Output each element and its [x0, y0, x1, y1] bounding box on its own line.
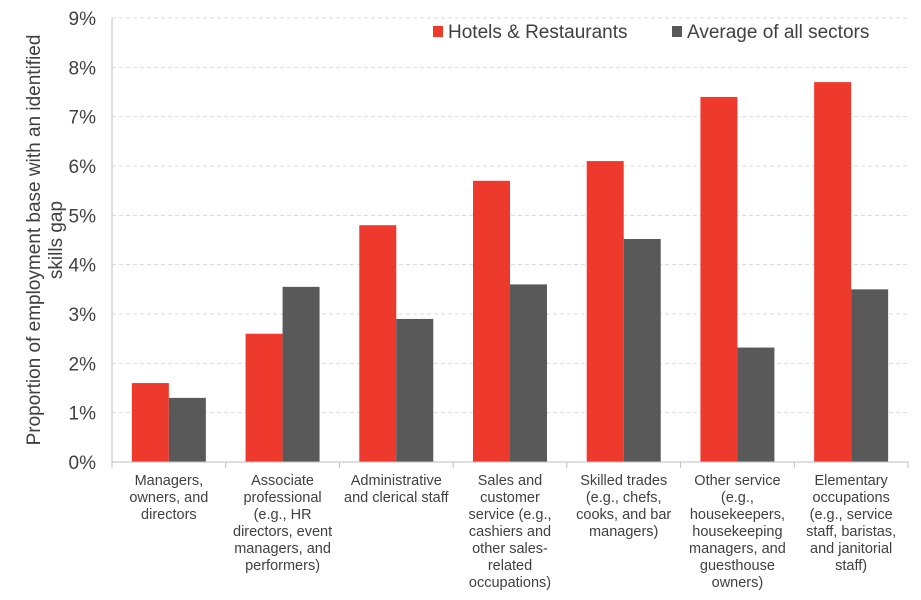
y-tick-label: 6% [69, 157, 97, 178]
x-category-label-line: (e.g., [721, 490, 754, 506]
x-category-label-line: Managers, [135, 473, 204, 489]
y-tick-label: 0% [69, 453, 97, 474]
bar-average-all-sectors [737, 347, 775, 462]
y-tick-label: 1% [69, 404, 97, 425]
y-axis-title-line: Proportion of employment base with an id… [24, 35, 45, 446]
y-tick-label: 4% [69, 256, 97, 277]
x-category-label: Sales and customer service (e.g., cashiers … [469, 473, 552, 591]
x-category-label: Skilled trades (e.g., chefs, cooks, and ba… [576, 473, 671, 540]
x-category-label-line: owners, and [129, 490, 208, 506]
bar-average-all-sectors [168, 397, 206, 462]
legend-swatch-average-all-sectors [672, 26, 682, 37]
x-category-label-line: guesthouse [700, 558, 775, 574]
x-category-label-line: housekeeping [692, 524, 782, 540]
x-category-label-line: managers, and [689, 541, 786, 557]
x-category-label-line: directors, event [233, 524, 332, 540]
x-category-label-line: managers) [589, 524, 658, 540]
bar-average-all-sectors [851, 289, 889, 462]
y-tick-label: 8% [69, 58, 97, 79]
y-tick-label: 3% [69, 305, 97, 326]
x-category-label-line: managers, and [234, 541, 331, 557]
x-category-label-line: and clerical staff [344, 490, 449, 506]
x-category-label-line: Elementary [814, 473, 888, 489]
bar-average-all-sectors [282, 286, 320, 462]
x-category-label-line: housekeepers, [690, 507, 785, 523]
bar-average-all-sectors [396, 318, 434, 462]
bar-hotels-restaurants [245, 333, 283, 462]
legend-label-hotels-restaurants: Hotels & Restaurants [448, 22, 628, 43]
x-category-label-line: Skilled trades [580, 473, 667, 489]
x-category-label: Administrative and clerical staff [344, 473, 449, 506]
bar-hotels-restaurants [586, 161, 624, 463]
y-tick-label: 2% [69, 354, 97, 375]
x-category-label: Associate professional (e.g., HR directors,… [233, 473, 332, 574]
x-category-label-line: occupations [812, 490, 889, 506]
x-category-label-line: Sales and [478, 473, 543, 489]
x-category-label: Elementary occupations (e.g., service staff… [806, 473, 896, 574]
legend-swatch-hotels-restaurants [433, 26, 443, 37]
y-tick-label: 5% [69, 206, 97, 227]
x-category-label-line: related [488, 558, 532, 574]
y-tick-label: 9% [69, 9, 97, 30]
y-tick-label: 7% [69, 108, 97, 129]
x-category-label-line: cooks, and bar [576, 507, 671, 523]
bar-average-all-sectors [623, 239, 661, 462]
x-category-label-line: Other service [694, 473, 780, 489]
x-category-label-line: customer [480, 490, 540, 506]
legend-label-average-all-sectors: Average of all sectors [687, 22, 869, 43]
x-category-label-line: and janitorial [810, 541, 892, 557]
x-category-label: Managers, owners, and directors [129, 473, 208, 523]
x-category-label-line: owners) [712, 575, 764, 591]
bar-hotels-restaurants [131, 383, 169, 462]
x-category-label-line: service (e.g., [469, 507, 552, 523]
bar-hotels-restaurants [700, 96, 738, 462]
bar-hotels-restaurants [814, 82, 852, 462]
x-category-label-line: (e.g., chefs, [586, 490, 662, 506]
bar-average-all-sectors [510, 284, 547, 462]
x-category-label-line: staff) [835, 558, 867, 574]
x-category-label-line: performers) [245, 558, 320, 574]
x-category-label-line: professional [243, 490, 321, 506]
y-axis-title: Proportion of employment base with an id… [24, 35, 67, 446]
x-category-label-line: other sales- [472, 541, 548, 557]
bar-hotels-restaurants [359, 225, 397, 462]
x-category-label-line: directors [141, 507, 197, 523]
bar-hotels-restaurants [473, 180, 510, 463]
x-category-label-line: occupations) [469, 575, 551, 591]
x-category-label-line: Associate [251, 473, 314, 489]
x-category-label-line: (e.g., HR [254, 507, 312, 523]
x-category-label: Other service (e.g., housekeepers, housekee… [689, 473, 786, 591]
y-axis-title-line: skills gap [46, 201, 67, 279]
x-category-label-line: (e.g., service [810, 507, 893, 523]
x-category-label-line: staff, baristas, [806, 524, 896, 540]
x-category-label-line: Administrative [351, 473, 442, 489]
x-category-label-line: cashiers and [469, 524, 551, 540]
